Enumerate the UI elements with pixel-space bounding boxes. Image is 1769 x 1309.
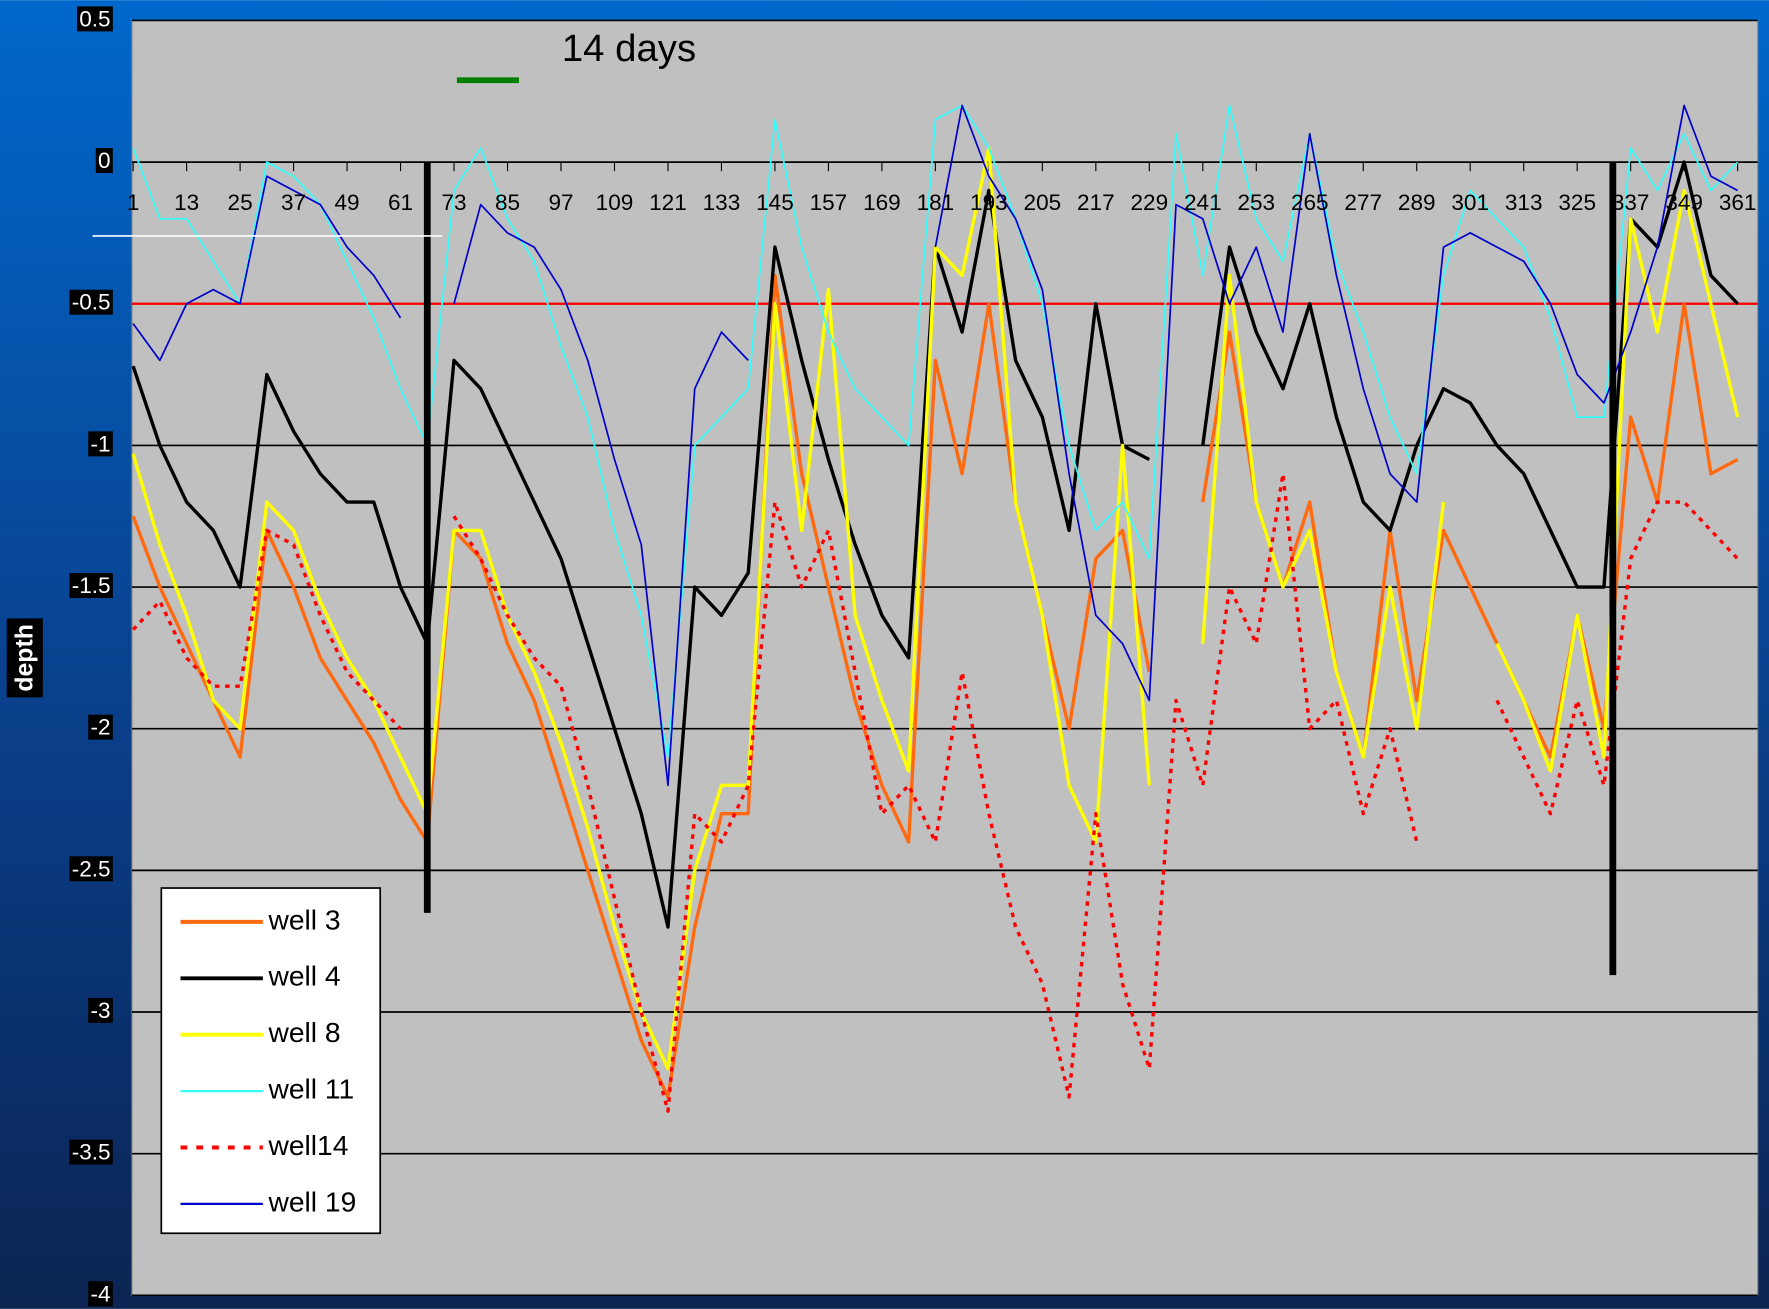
x-tick-label: 277 — [1344, 190, 1382, 215]
x-tick-label: 85 — [495, 190, 520, 215]
y-axis-title-group: depth — [6, 618, 43, 698]
y-tick-label: -4 — [90, 1281, 110, 1306]
y-axis-title-box — [6, 618, 43, 698]
y-tick-label-box — [76, 6, 113, 32]
y-tick-label: -0.5 — [72, 290, 111, 315]
y-tick-label: -3 — [90, 998, 110, 1023]
x-tick-label: 253 — [1237, 190, 1275, 215]
x-tick-label: 361 — [1719, 190, 1757, 215]
x-tick-label: 229 — [1131, 190, 1169, 215]
y-tick-label: -2 — [90, 715, 110, 740]
legend-label: well 11 — [268, 1073, 355, 1105]
series-line — [132, 104, 1739, 787]
x-tick-label: 61 — [388, 190, 413, 215]
y-tick-label: -1 — [90, 431, 110, 456]
x-tick-label: 325 — [1558, 190, 1596, 215]
x-tick-label: 265 — [1291, 190, 1329, 215]
x-tick-label: 49 — [335, 190, 360, 215]
x-tick-label: 301 — [1451, 190, 1489, 215]
x-tick-label: 13 — [174, 190, 199, 215]
series-layer — [131, 104, 1758, 1113]
legend-label: well 3 — [268, 903, 341, 935]
y-tick-label-box — [88, 714, 113, 740]
x-tick-label: 205 — [1024, 190, 1062, 215]
x-tick-label: 73 — [441, 190, 466, 215]
x-tick-label: 133 — [703, 190, 741, 215]
legend-box — [160, 887, 382, 1235]
legend-label: well 4 — [268, 960, 341, 992]
y-tick-label-box — [69, 856, 113, 882]
y-tick-label: -3.5 — [72, 1140, 111, 1165]
x-tick-label: 97 — [548, 190, 573, 215]
y-tick-label-box — [88, 1281, 113, 1307]
y-tick-label: -2.5 — [72, 856, 111, 881]
x-tick-label: 157 — [810, 190, 848, 215]
x-tick-label: 121 — [649, 190, 687, 215]
x-tick-label: 25 — [228, 190, 253, 215]
y-tick-label: 0 — [98, 148, 111, 173]
x-tick-label: 37 — [281, 190, 306, 215]
x-tick-label: 337 — [1612, 190, 1650, 215]
legend-label: well 19 — [268, 1185, 357, 1217]
y-tick-label-box — [88, 997, 113, 1023]
x-tick-label: 169 — [863, 190, 901, 215]
x-tick-label: 1 — [127, 190, 140, 215]
legend-label: well14 — [268, 1129, 349, 1161]
x-tick-label: 241 — [1184, 190, 1222, 215]
y-tick-label: 0.5 — [79, 6, 110, 31]
y-tick-label-box — [69, 573, 113, 599]
series-line — [131, 160, 1739, 929]
y-tick-label-box — [69, 289, 113, 315]
x-tick-label: 145 — [756, 190, 794, 215]
x-tick-label: 349 — [1665, 190, 1703, 215]
y-tick-label-box — [88, 431, 113, 457]
x-tick-label: 289 — [1398, 190, 1436, 215]
y-tick-label-box — [95, 148, 113, 174]
x-tick-label: 109 — [596, 190, 634, 215]
y-axis-title: depth — [12, 624, 39, 692]
series-line — [131, 146, 1740, 1071]
x-tick-label: 181 — [917, 190, 955, 215]
series-line — [132, 104, 1739, 758]
y-tick-label: -1.5 — [72, 573, 111, 598]
series-line — [131, 472, 1739, 1113]
legend-label: well 8 — [268, 1016, 341, 1048]
legend: well 3 well 4 well 8 well 11 well14 well 19 — [160, 887, 382, 1235]
x-tick-label: 313 — [1505, 190, 1543, 215]
x-tick-label: 217 — [1077, 190, 1115, 215]
annotation: 14 days — [562, 27, 696, 70]
x-tick-label: 193 — [970, 190, 1008, 215]
y-tick-label-box — [69, 1139, 113, 1165]
plot-area — [131, 19, 1759, 1296]
